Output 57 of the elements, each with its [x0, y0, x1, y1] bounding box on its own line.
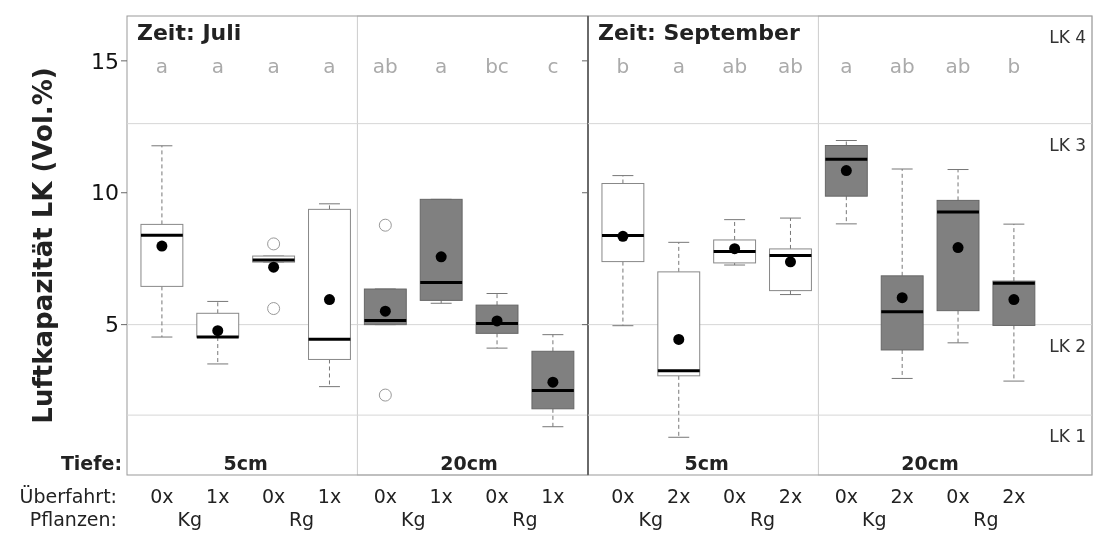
x-tick-label: 0x	[722, 485, 747, 507]
text: Pflanzen:	[29, 508, 117, 530]
x-tick-label: 0x	[261, 485, 286, 507]
annotation: a	[435, 54, 448, 79]
x-tick-label: 0x	[611, 485, 635, 507]
text: Rg	[512, 508, 538, 530]
x-tick-label: 1x	[317, 485, 342, 507]
text: Kg	[400, 508, 426, 530]
annotation: ab	[889, 54, 915, 79]
annotation: LK 3	[1049, 134, 1086, 155]
y-tick-label: 15	[91, 48, 119, 74]
annotation: ab	[372, 54, 398, 79]
annotation: 20cm	[901, 451, 959, 474]
annotation: ab	[722, 54, 748, 79]
annotation: a	[211, 54, 224, 79]
annotation: a	[155, 54, 169, 79]
annotation: a	[267, 54, 280, 79]
annotation: bc	[485, 54, 509, 79]
x-tick-label: 1x	[541, 485, 565, 507]
annotation: a	[672, 54, 685, 79]
text: Kg	[638, 508, 664, 530]
text: Rg	[288, 508, 315, 530]
x-tick-label: 2x	[1002, 485, 1026, 507]
text: Rg	[973, 508, 999, 530]
x-tick-label: 1x	[206, 485, 230, 507]
chart-title: Zeit: September	[598, 20, 800, 45]
annotation: 20cm	[440, 451, 498, 474]
annotation: LK 4	[1049, 26, 1086, 47]
annotation: ab	[778, 54, 803, 79]
x-tick-label: 1x	[429, 485, 453, 507]
annotation: ab	[945, 54, 971, 79]
x-tick-label: 0x	[946, 485, 970, 507]
text: Überfahrt:	[19, 485, 117, 507]
annotation: a	[840, 54, 853, 79]
annotation: LK 2	[1049, 335, 1086, 356]
annotation: LK 1	[1049, 426, 1086, 447]
text: Tiefe:	[60, 451, 122, 474]
y-axis-title: Luftkapazität LK (Vol.%)	[28, 67, 58, 424]
x-tick-label: 0x	[373, 485, 397, 507]
text: Kg	[177, 508, 203, 530]
x-tick-label: 2x	[778, 485, 803, 507]
text: Rg	[749, 508, 776, 530]
annotation: 5cm	[684, 451, 729, 474]
x-tick-label: 2x	[667, 485, 691, 507]
x-tick-label: 0x	[834, 485, 858, 507]
y-tick-label: 10	[91, 180, 119, 206]
annotation: b	[1007, 54, 1021, 79]
annotation: c	[547, 54, 559, 79]
annotation: a	[323, 54, 336, 79]
y-tick-label: 5	[105, 312, 119, 338]
x-tick-label: 0x	[485, 485, 509, 507]
annotation: b	[616, 54, 630, 79]
x-tick-label: 2x	[890, 485, 914, 507]
annotation: 5cm	[223, 451, 268, 474]
chart-title: Zeit: Juli	[137, 20, 242, 45]
text: Kg	[861, 508, 887, 530]
x-tick-label: 0x	[150, 485, 174, 507]
